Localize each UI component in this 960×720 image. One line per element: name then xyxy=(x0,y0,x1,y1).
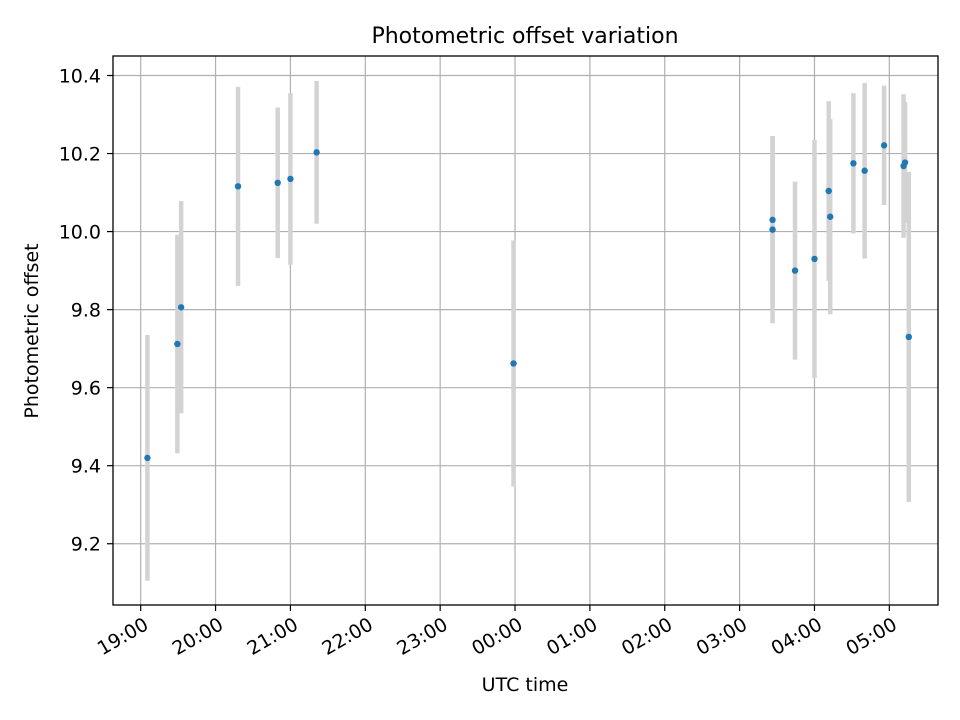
data-point xyxy=(274,179,281,187)
data-point xyxy=(510,360,517,367)
data-point xyxy=(880,142,888,149)
data-point xyxy=(826,213,834,220)
y-tick-label: 10.2 xyxy=(59,144,101,166)
data-point xyxy=(901,159,909,166)
y-tick-label: 9.8 xyxy=(71,300,101,322)
y-tick-label: 9.2 xyxy=(71,534,101,556)
chart-title: Photometric offset variation xyxy=(371,24,678,49)
data-point xyxy=(861,167,868,174)
y-tick-label: 9.6 xyxy=(71,378,101,400)
data-point xyxy=(850,160,857,167)
y-axis-ticks: 9.2 9.4 9.6 9.8 10.0 10.2 10.4 xyxy=(59,66,113,556)
plot-frame xyxy=(112,55,939,606)
data-point xyxy=(811,255,818,263)
data-point xyxy=(144,454,151,462)
data-point xyxy=(905,333,913,341)
data-point xyxy=(174,340,181,348)
data-points xyxy=(144,142,913,462)
x-axis-label: UTC time xyxy=(482,674,569,696)
data-point xyxy=(313,149,320,156)
data-point xyxy=(769,216,776,224)
data-point xyxy=(825,187,832,195)
data-point xyxy=(769,226,776,233)
data-point xyxy=(791,267,799,274)
data-point xyxy=(287,175,294,183)
y-tick-label: 9.4 xyxy=(71,456,101,478)
data-point xyxy=(234,183,242,190)
y-tick-label: 10.4 xyxy=(59,66,101,88)
data-point xyxy=(177,304,185,311)
y-tick-label: 10.0 xyxy=(59,222,101,244)
y-axis-label: Photometric offset xyxy=(21,243,43,418)
